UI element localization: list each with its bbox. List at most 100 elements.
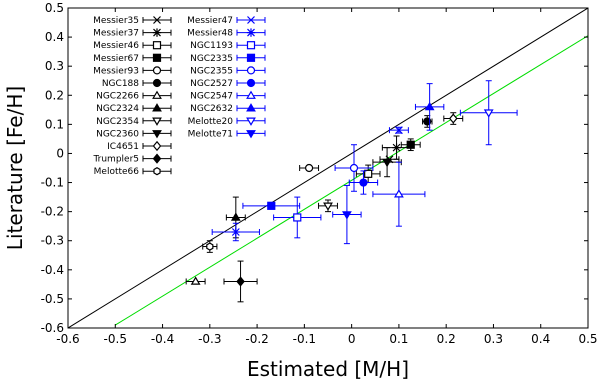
marker: [190, 276, 201, 285]
legend-label: NGC188: [102, 79, 139, 89]
y-tick-label: 0.4: [45, 30, 64, 44]
data-point-ngc2355: [334, 144, 374, 192]
data-point-ngc2632: [414, 83, 445, 131]
legend-item-ngc2266: NGC2266: [96, 90, 172, 102]
x-tick-label: 0: [348, 332, 356, 346]
marker: [342, 211, 352, 220]
plot-frame: [67, 7, 589, 329]
y-tick-label: -0.3: [41, 234, 64, 248]
legend-marker: [246, 66, 256, 75]
marker: [230, 212, 241, 221]
legend-item-melotte66: Melotte66: [94, 167, 172, 177]
legend-marker: [153, 16, 161, 24]
x-axis-title: Estimated [M/H]: [247, 357, 409, 381]
data-point-messier48: [211, 222, 260, 242]
legend-label: NGC2335: [190, 54, 233, 64]
y-tick-label: -0.6: [41, 321, 64, 335]
data-point-ngc2335: [242, 201, 301, 210]
legend-label: Messier48: [187, 29, 233, 39]
data-point-ngc2354: [318, 199, 338, 213]
data-point-ic4651: [443, 112, 464, 125]
legend-marker: [246, 103, 256, 112]
x-tick-label: 0.5: [578, 332, 597, 346]
x-tick-label: -0.6: [56, 332, 79, 346]
marker: [394, 189, 404, 198]
marker: [424, 101, 435, 111]
legend-label: NGC2266: [96, 92, 139, 102]
y-axis-title: Literature [Fe/H]: [3, 86, 27, 250]
legend-item-ngc2632: NGC2632: [190, 103, 266, 114]
data-points: [185, 80, 518, 303]
data-point-ngc2527: [348, 170, 379, 195]
legend-label: Messier93: [93, 66, 139, 76]
legend-item-ngc2355: NGC2355: [190, 66, 266, 76]
marker: [349, 163, 359, 173]
legend-label: NGC2632: [190, 104, 233, 114]
marker: [392, 143, 401, 152]
legend-label: Messier35: [93, 16, 139, 26]
legend-label: Messier67: [93, 54, 139, 64]
x-tick-label: -0.5: [104, 332, 127, 346]
data-point-melotte71: [332, 184, 362, 245]
legend-marker: [152, 130, 162, 139]
legend-marker: [246, 130, 256, 139]
data-point-messier93: [299, 163, 320, 173]
legend-label: NGC2355: [190, 66, 233, 76]
legend-marker: [246, 53, 256, 62]
legend-marker: [246, 78, 256, 88]
x-tick-label: 0.3: [484, 332, 503, 346]
legend-label: Messier37: [93, 29, 139, 39]
legend-marker: [152, 41, 162, 50]
legend-label: Melotte66: [94, 167, 140, 177]
one-to-one-line: [68, 8, 588, 328]
legend-item-messier48: Messier48: [187, 28, 266, 39]
legend-label: NGC2360: [96, 129, 139, 139]
legend-item-ngc2354: NGC2354: [96, 117, 172, 127]
legend: Messier35 Messier37 Messier46 Messier67 Mess…: [92, 16, 266, 177]
legend-item-melotte20: Melotte20: [188, 117, 266, 127]
marker: [267, 201, 276, 210]
data-point-ngc188: [422, 115, 433, 128]
legend-marker: [152, 53, 162, 62]
data-point-messier67: [400, 138, 421, 152]
legend-item-ngc2360: NGC2360: [96, 129, 172, 139]
legend-marker: [152, 66, 162, 75]
marker: [483, 109, 494, 118]
legend-item-ngc188: NGC188: [102, 78, 172, 89]
legend-label: NGC2354: [96, 117, 139, 127]
legend-item-messier67: Messier67: [93, 53, 172, 64]
legend-marker: [247, 16, 255, 24]
legend-item-ic4651: IC4651: [107, 140, 172, 152]
legend-marker: [153, 167, 161, 176]
legend-marker: [152, 28, 162, 37]
legend-marker: [152, 117, 162, 126]
y-axis: -0.6 -0.5 -0.4 -0.3 -0.2 -0.1 0 0.1 0.2 0.3 0.4 0.5: [41, 1, 588, 335]
marker: [231, 227, 241, 237]
legend-marker: [152, 103, 162, 112]
x-axis: -0.6 -0.5 -0.4 -0.3 -0.2 -0.1 0 0.1 0.2 0.3 0.4 0.5: [56, 8, 598, 346]
marker: [382, 158, 392, 168]
legend-marker: [152, 153, 162, 164]
marker: [304, 163, 314, 173]
x-tick-label: 0.2: [437, 332, 456, 346]
fit-line: [115, 35, 588, 326]
legend-marker: [152, 140, 162, 152]
legend-item-messier93: Messier93: [93, 66, 172, 76]
marker: [364, 169, 373, 178]
legend-marker: [246, 41, 256, 50]
legend-item-messier37: Messier37: [93, 28, 172, 39]
legend-label: Melotte71: [188, 129, 233, 139]
legend-label: NGC2527: [190, 79, 233, 89]
y-tick-label: -0.4: [41, 263, 64, 277]
legend-item-trumpler5: Trumpler5: [92, 153, 172, 165]
data-point-melotte66: [202, 240, 218, 253]
marker: [394, 126, 403, 135]
marker: [448, 113, 458, 124]
legend-item-ngc1193: NGC1193: [190, 41, 266, 51]
legend-label: Messier47: [187, 16, 233, 26]
data-point-melotte20: [459, 80, 518, 146]
data-point-ngc2547: [372, 161, 426, 227]
legend-item-messier47: Messier47: [187, 16, 266, 26]
data-point-trumpler5: [223, 260, 258, 303]
